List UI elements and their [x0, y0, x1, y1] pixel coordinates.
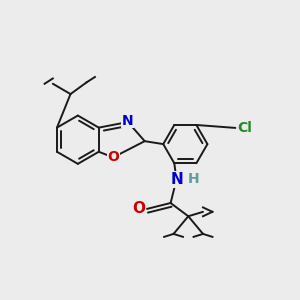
- Text: H: H: [188, 172, 199, 186]
- Text: N: N: [122, 114, 134, 128]
- Text: O: O: [107, 150, 119, 164]
- Text: N: N: [170, 172, 183, 187]
- Text: Cl: Cl: [237, 121, 252, 135]
- Text: O: O: [133, 201, 146, 216]
